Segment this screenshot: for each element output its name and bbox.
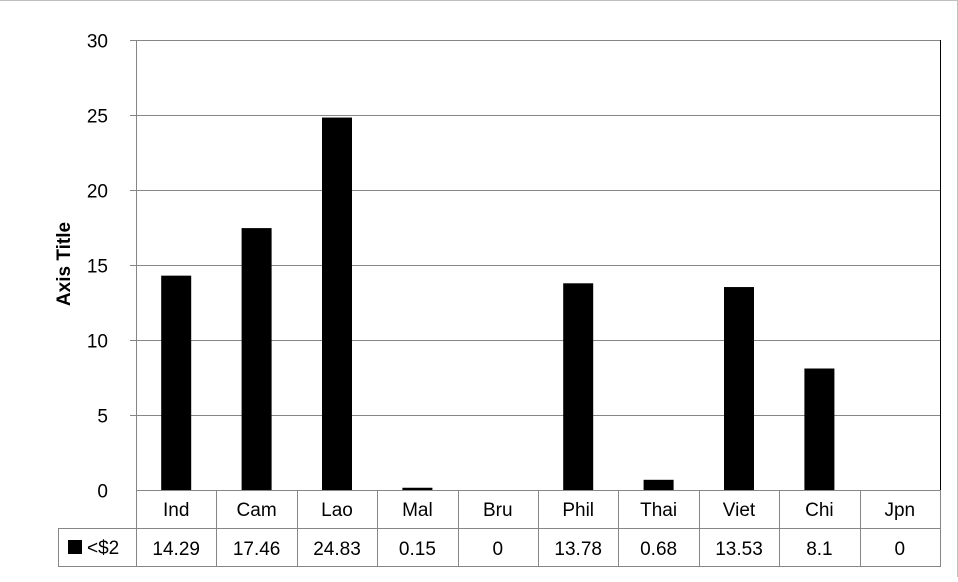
data-table-value: 0.68 <box>640 539 677 560</box>
bar <box>563 283 594 490</box>
data-table: Ind Cam Lao Mal Bru Phil Thai Viet Chi Jpn <$2 14.2… <box>58 490 941 567</box>
y-tick-label: 25 <box>87 107 108 128</box>
bar <box>241 228 272 490</box>
y-tick-label: 15 <box>87 257 108 278</box>
y-tick-label: 20 <box>87 182 108 203</box>
bars <box>161 117 835 491</box>
data-table-value: 17.46 <box>233 539 281 560</box>
category-label: Thai <box>640 500 677 521</box>
bar <box>643 479 674 490</box>
bar <box>402 487 433 490</box>
category-label: Lao <box>321 500 353 521</box>
bar <box>804 368 835 490</box>
category-label: Ind <box>163 500 189 521</box>
y-axis-title: Axis Title <box>54 222 75 306</box>
data-table-value: 14.29 <box>152 539 200 560</box>
y-tick-labels: 0 5 10 15 20 25 30 <box>87 32 108 503</box>
bar <box>724 287 754 490</box>
y-tick-label: 0 <box>97 482 108 503</box>
y-tick-label: 30 <box>87 32 108 53</box>
category-label: Mal <box>402 500 433 521</box>
bar <box>161 275 192 490</box>
data-table-value: 0.15 <box>399 539 436 560</box>
category-label: Bru <box>483 500 513 521</box>
category-label: Chi <box>805 500 834 521</box>
data-table-value: 13.53 <box>715 539 763 560</box>
category-label: Viet <box>723 500 756 521</box>
data-table-value: 8.1 <box>806 539 832 560</box>
category-label: Cam <box>237 500 277 521</box>
data-table-value: 24.83 <box>313 539 361 560</box>
y-tick-label: 10 <box>87 332 108 353</box>
category-label: Phil <box>562 500 594 521</box>
y-tick-label: 5 <box>97 407 108 428</box>
data-table-value: 13.78 <box>554 539 602 560</box>
category-label: Jpn <box>884 500 915 521</box>
legend-series-name: <$2 <box>87 538 119 559</box>
bar <box>322 117 352 491</box>
data-table-value: 0 <box>895 539 906 560</box>
data-table-value: 0 <box>493 539 504 560</box>
legend-key <box>68 540 82 554</box>
